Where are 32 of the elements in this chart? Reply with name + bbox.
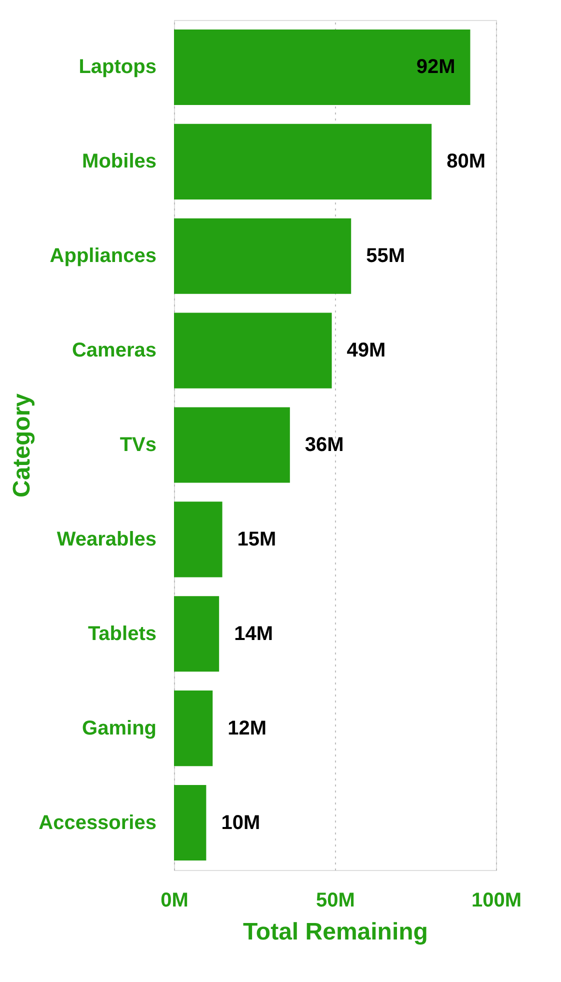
x-tick-label: 0M xyxy=(160,890,188,912)
bar xyxy=(174,29,470,105)
bar xyxy=(174,312,332,388)
y-tick-label: Mobiles xyxy=(82,150,156,173)
x-axis-title: Total Remaining xyxy=(243,918,428,946)
data-label: 92M xyxy=(416,56,456,78)
bar xyxy=(174,502,222,578)
bar xyxy=(174,596,220,672)
bar xyxy=(174,124,432,200)
bar xyxy=(174,785,206,861)
y-tick-label: Gaming xyxy=(82,717,156,740)
y-tick-label: Wearables xyxy=(56,528,156,550)
y-axis-title: Category xyxy=(8,392,36,498)
data-label: 10M xyxy=(221,812,260,834)
y-tick-label: Tablets xyxy=(88,622,156,645)
bar xyxy=(174,407,290,483)
y-tick-label: Laptops xyxy=(78,56,156,78)
data-label: 14M xyxy=(234,622,273,645)
x-tick-label: 50M xyxy=(316,890,355,912)
y-tick-label: Appliances xyxy=(50,245,156,268)
bar xyxy=(174,218,352,294)
bar xyxy=(174,690,213,766)
data-label: 15M xyxy=(237,528,276,550)
data-label: 55M xyxy=(366,245,406,268)
data-label: 49M xyxy=(346,340,386,362)
data-label: 12M xyxy=(228,717,267,740)
data-label: 80M xyxy=(446,150,486,173)
y-tick-label: Accessories xyxy=(38,812,156,834)
data-label: 36M xyxy=(304,434,344,456)
x-tick-label: 100M xyxy=(471,890,522,912)
y-tick-label: TVs xyxy=(120,434,156,456)
y-tick-label: Cameras xyxy=(72,340,156,362)
